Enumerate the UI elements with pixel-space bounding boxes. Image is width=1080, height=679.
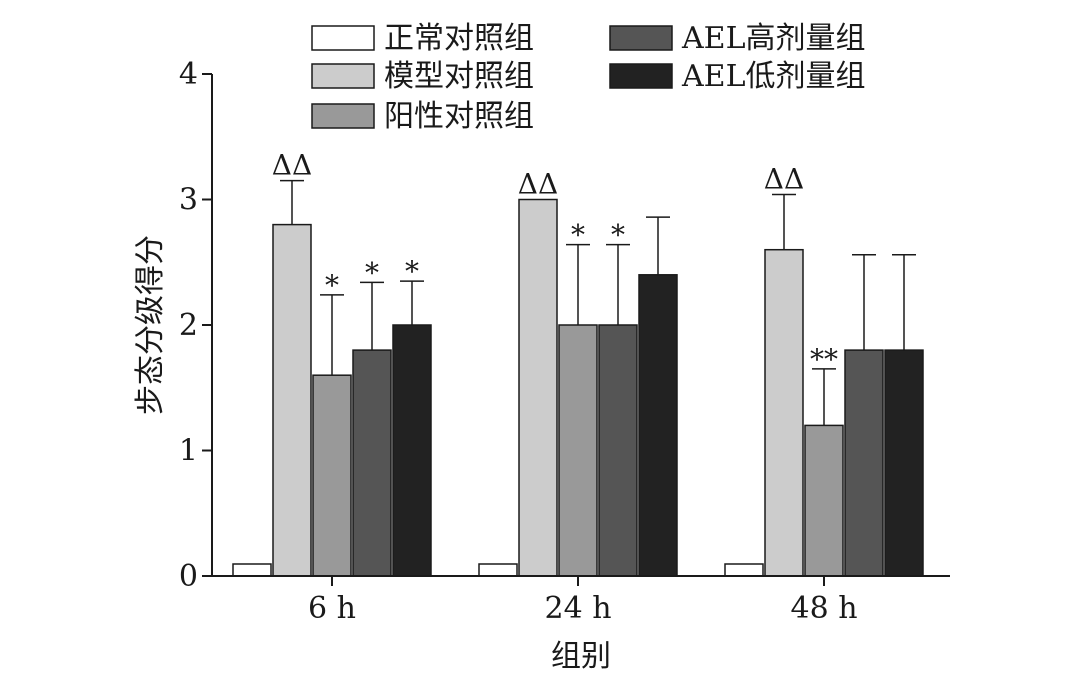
bar (352, 349, 392, 577)
legend-swatch (609, 63, 673, 89)
bar (764, 248, 804, 577)
bar (804, 424, 844, 577)
y-tick-label: 2 (179, 308, 198, 343)
bars-layer (232, 198, 924, 577)
significance-mark: * (325, 269, 339, 302)
bar (518, 198, 558, 577)
significance-mark: * (405, 255, 419, 288)
error-bars-layer (280, 179, 916, 426)
x-axis-title: 组别 (551, 639, 611, 674)
bar (232, 563, 272, 577)
y-axis-title: 步态分级得分 (133, 235, 168, 415)
bar (312, 374, 352, 577)
significance-mark: ΔΔ (272, 149, 312, 182)
legend-swatch (311, 103, 375, 129)
x-ticks: 6 h 24 h 48 h (308, 576, 858, 626)
y-tick-label: 4 (179, 57, 198, 92)
significance-mark: * (571, 219, 585, 252)
legend-swatch (609, 25, 673, 51)
significance-mark: ΔΔ (764, 162, 804, 195)
legend-label: AEL低剂量组 (681, 59, 866, 94)
x-tick-label: 6 h (308, 591, 356, 626)
legend-label: 正常对照组 (384, 21, 534, 56)
significance-mark: * (611, 219, 625, 252)
legend-label: 模型对照组 (384, 59, 534, 94)
bar (558, 324, 598, 577)
significance-marks-layer: ΔΔ* * *ΔΔ* *ΔΔ** (272, 149, 838, 376)
legend-swatch (311, 63, 375, 89)
x-tick-label: 24 h (544, 591, 611, 626)
y-ticks: 0 1 2 3 4 (179, 57, 212, 594)
legend-label: AEL高剂量组 (681, 21, 866, 56)
legend-label: 阳性对照组 (384, 99, 534, 134)
y-tick-label: 1 (179, 434, 198, 469)
bar (478, 563, 518, 577)
significance-mark: ** (810, 343, 838, 376)
bar (392, 324, 432, 577)
y-tick-label: 3 (179, 183, 198, 218)
legend-swatch (311, 25, 375, 51)
bar (844, 349, 884, 577)
bar (724, 563, 764, 577)
bar (598, 324, 638, 577)
x-tick-label: 48 h (790, 591, 857, 626)
y-tick-label: 0 (179, 559, 198, 594)
significance-mark: * (365, 256, 379, 289)
significance-mark: ΔΔ (518, 168, 558, 201)
bar (272, 223, 312, 577)
bar (884, 349, 924, 577)
bar (638, 274, 678, 577)
